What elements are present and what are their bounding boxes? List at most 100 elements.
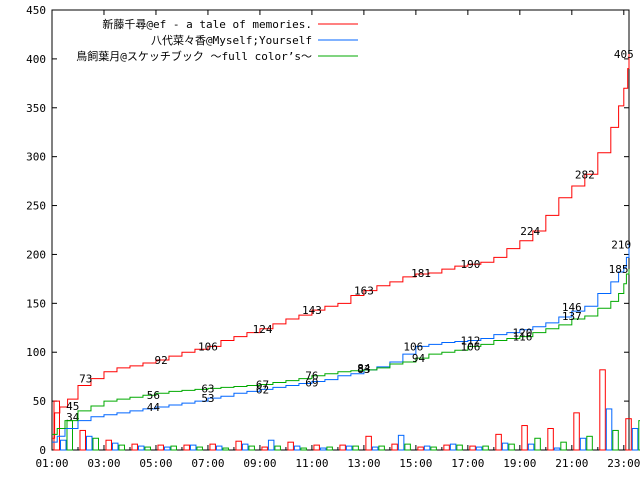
hourly-bar	[365, 435, 372, 451]
x-tick-label: 19:00	[503, 457, 536, 470]
hourly-bar	[417, 446, 424, 451]
hourly-bar	[241, 443, 249, 451]
series-line	[52, 54, 630, 439]
data-label: 224	[520, 225, 540, 238]
hourly-bar	[378, 445, 385, 451]
y-tick-label: 250	[26, 200, 46, 213]
hourly-bar	[274, 445, 281, 451]
x-tick-label: 13:00	[347, 457, 380, 470]
hourly-bar	[638, 420, 640, 451]
hourly-bar	[573, 412, 580, 451]
y-tick-label: 200	[26, 248, 46, 261]
data-label: 69	[305, 377, 318, 390]
hourly-bar	[157, 444, 164, 451]
hourly-bar	[521, 425, 528, 451]
hourly-bar	[267, 439, 275, 451]
hourly-bar	[482, 445, 489, 451]
hourly-bar	[79, 429, 86, 451]
hourly-bar	[586, 435, 593, 451]
hourly-bar	[456, 444, 463, 451]
data-label: 163	[354, 285, 374, 298]
hourly-bar	[137, 445, 145, 451]
hourly-bar	[443, 444, 450, 451]
hourly-bar	[222, 447, 229, 451]
hourly-bar	[495, 433, 502, 451]
hourly-bar	[560, 441, 567, 451]
series-line	[52, 244, 630, 443]
data-label: 112	[461, 334, 481, 347]
y-tick-label: 450	[26, 4, 46, 17]
hourly-bar	[144, 446, 151, 451]
hourly-bar	[170, 445, 177, 451]
hourly-bar	[501, 442, 509, 451]
y-tick-label: 0	[39, 444, 46, 457]
data-label: 53	[201, 392, 214, 405]
hourly-bar	[85, 435, 93, 451]
data-label: 92	[155, 354, 168, 367]
data-label: 84	[357, 362, 371, 375]
x-tick-label: 03:00	[87, 457, 120, 470]
hourly-bar	[599, 369, 606, 451]
x-tick-label: 23:00	[607, 457, 640, 470]
data-label: 45	[66, 400, 79, 413]
hourly-bar	[118, 444, 125, 451]
y-tick-label: 150	[26, 297, 46, 310]
hourly-bar	[293, 445, 301, 451]
data-label: 73	[79, 373, 92, 386]
hourly-bar	[196, 446, 203, 451]
data-label: 62	[256, 383, 269, 396]
hourly-bar	[66, 420, 73, 451]
y-tick-label: 100	[26, 346, 46, 359]
hourly-bar	[313, 444, 320, 451]
hourly-bar	[391, 443, 398, 451]
data-label: 282	[575, 168, 595, 181]
data-label: 210	[611, 239, 631, 252]
x-tick-label: 11:00	[295, 457, 328, 470]
hourly-bar	[579, 437, 587, 451]
hourly-bar	[163, 446, 171, 451]
hourly-bar	[547, 427, 554, 451]
hourly-bar	[469, 445, 476, 451]
x-tick-label: 17:00	[451, 457, 484, 470]
x-tick-label: 05:00	[139, 457, 172, 470]
hourly-bar	[449, 443, 457, 451]
hourly-bar	[189, 444, 197, 451]
hourly-bar	[261, 446, 268, 451]
data-label: 63	[201, 382, 214, 395]
x-tick-label: 09:00	[243, 457, 276, 470]
y-tick-label: 300	[26, 151, 46, 164]
hourly-bar	[215, 445, 223, 451]
data-label: 67	[256, 378, 269, 391]
hourly-bar	[209, 443, 216, 451]
x-tick-label: 01:00	[35, 457, 68, 470]
hourly-bar	[287, 441, 294, 451]
hourly-bar	[423, 445, 431, 451]
y-tick-label: 350	[26, 102, 46, 115]
data-label: 137	[562, 310, 582, 323]
data-label: 106	[461, 340, 481, 353]
hourly-bar	[430, 446, 437, 451]
data-label: 405	[614, 48, 634, 61]
data-label: 76	[305, 370, 318, 383]
y-tick-label: 400	[26, 53, 46, 66]
hourly-bar	[319, 447, 327, 451]
hourly-bar	[508, 443, 515, 451]
x-tick-label: 21:00	[555, 457, 588, 470]
data-label: 185	[609, 263, 629, 276]
hourly-bar	[235, 440, 242, 451]
x-tick-label: 15:00	[399, 457, 432, 470]
hourly-bar	[612, 429, 619, 451]
data-label: 94	[412, 352, 426, 365]
hourly-bar	[475, 446, 483, 451]
data-label: 124	[253, 323, 273, 336]
data-label: 181	[411, 267, 431, 280]
series-line	[52, 269, 630, 435]
y-tick-label: 50	[33, 395, 46, 408]
data-label: 56	[147, 389, 160, 402]
hourly-bar	[105, 439, 112, 451]
hourly-bar	[605, 408, 613, 451]
hourly-bar	[625, 418, 632, 451]
hourly-bar	[404, 443, 411, 451]
data-label: 190	[461, 258, 481, 271]
hourly-bar	[111, 442, 119, 451]
